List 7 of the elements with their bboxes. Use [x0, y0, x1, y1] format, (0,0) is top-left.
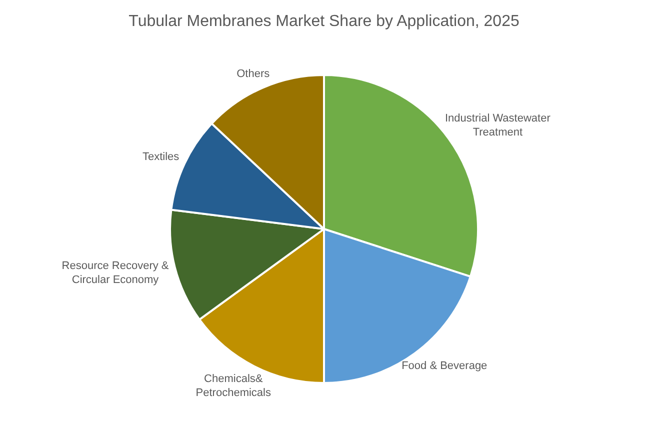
slice-label: Chemicals& Petrochemicals	[196, 372, 272, 399]
chart-title: Tubular Membranes Market Share by Application, 2025	[128, 13, 520, 30]
slice-label: Textiles	[142, 151, 180, 164]
slice-label: Food & Beverage	[402, 360, 488, 372]
slice-label: Industrial Wastewater Treatment	[445, 112, 551, 139]
slice-label: Resource Recovery & Circular Economy	[62, 260, 170, 286]
slice-label: Others	[236, 68, 270, 80]
